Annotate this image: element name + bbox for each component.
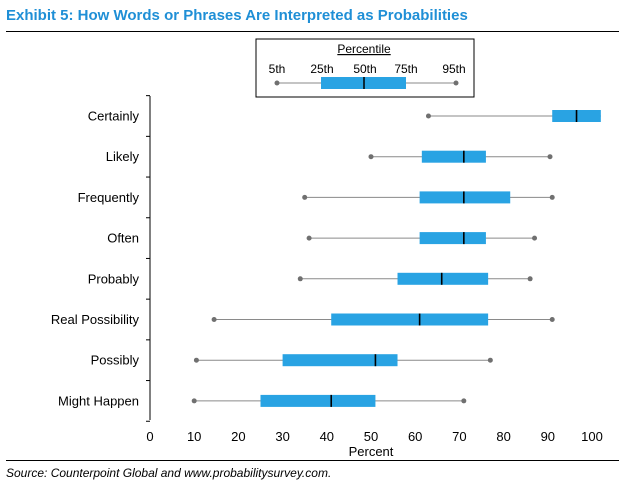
- p95-dot: [549, 317, 555, 322]
- x-tick-label: 40: [320, 429, 334, 444]
- category-label: Often: [107, 231, 139, 246]
- p95-dot: [549, 194, 555, 200]
- p5-dot: [368, 154, 374, 160]
- x-axis-ticks: 0 10 20 30 40 50 60 70 80 90 100: [146, 429, 602, 444]
- p95-dot: [461, 398, 467, 404]
- category-label: Possibly: [91, 353, 140, 368]
- iqr-box: [397, 272, 489, 285]
- p5-dot: [425, 113, 431, 119]
- legend-label-25th: 25th: [310, 62, 333, 76]
- p95-dot: [487, 357, 493, 363]
- bottom-rule: [6, 460, 619, 461]
- x-tick-label: 60: [408, 429, 422, 444]
- plot-rows: Certainly Likely Frequently Often Probably Re…: [51, 109, 601, 408]
- x-tick-label: 80: [496, 429, 510, 444]
- iqr-box: [419, 191, 511, 204]
- legend-dot-5th: [274, 80, 280, 86]
- iqr-box: [331, 313, 489, 326]
- x-tick-label: 0: [146, 429, 153, 444]
- p95-dot: [527, 276, 533, 282]
- legend-label-50th: 50th: [353, 62, 376, 76]
- category-label: Likely: [106, 149, 140, 164]
- row-might-happen: Might Happen: [58, 393, 467, 408]
- x-tick-label: 70: [452, 429, 466, 444]
- category-label: Certainly: [88, 109, 140, 124]
- p5-dot: [211, 317, 217, 322]
- p95-dot: [532, 235, 538, 241]
- p5-dot: [306, 235, 312, 241]
- category-label: Real Possibility: [51, 312, 140, 327]
- row-probably: Probably: [88, 271, 533, 286]
- category-label: Frequently: [78, 190, 140, 205]
- x-tick-label: 20: [231, 429, 245, 444]
- iqr-box: [282, 354, 398, 367]
- iqr-box: [260, 394, 376, 407]
- chart-title: Exhibit 5: How Words or Phrases Are Inte…: [6, 7, 468, 24]
- legend: Percentile 5th 25th 50th 75th 95th: [255, 38, 475, 98]
- x-tick-label: 100: [581, 429, 603, 444]
- p95-dot: [547, 154, 553, 160]
- row-certainly: Certainly: [88, 109, 601, 124]
- p5-dot: [191, 398, 197, 404]
- p5-dot: [302, 194, 308, 200]
- legend-label-5th: 5th: [269, 62, 286, 76]
- legend-dot-95th: [453, 80, 459, 86]
- category-label: Might Happen: [58, 393, 139, 408]
- x-tick-label: 50: [364, 429, 378, 444]
- legend-label-95th: 95th: [442, 62, 465, 76]
- category-label: Probably: [88, 271, 140, 286]
- x-tick-label: 30: [275, 429, 289, 444]
- row-likely: Likely: [106, 149, 553, 164]
- row-frequently: Frequently: [78, 190, 555, 205]
- x-tick-label: 10: [187, 429, 201, 444]
- x-tick-label: 90: [541, 429, 555, 444]
- boxplot-chart: Percentile 5th 25th 50th 75th 95th Certa…: [51, 38, 603, 459]
- row-possibly: Possibly: [91, 353, 493, 368]
- source-note: Source: Counterpoint Global and www.prob…: [6, 466, 332, 480]
- iqr-box: [421, 150, 486, 163]
- legend-title: Percentile: [337, 42, 391, 56]
- p5-dot: [193, 357, 199, 363]
- x-axis-title: Percent: [349, 444, 394, 459]
- p5-dot: [297, 276, 303, 282]
- top-rule: [6, 31, 619, 32]
- row-real-possibility: Real Possibility: [51, 312, 555, 327]
- iqr-box: [419, 232, 486, 245]
- legend-label-75th: 75th: [394, 62, 417, 76]
- row-often: Often: [107, 231, 538, 246]
- y-axis-ticks: [146, 95, 150, 422]
